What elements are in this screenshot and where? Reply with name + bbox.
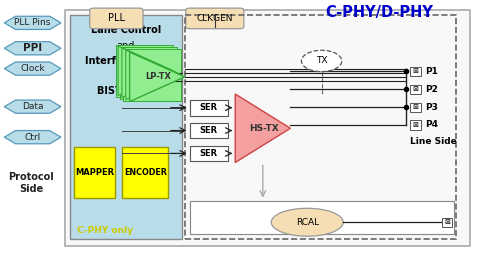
Text: Interface Logic: Interface Logic (85, 56, 167, 66)
Text: P4: P4 (425, 120, 438, 130)
Bar (65, 10, 470, 246)
Text: and: and (117, 71, 135, 81)
Text: ⊠: ⊠ (413, 104, 419, 110)
Text: ⊠: ⊠ (413, 122, 419, 128)
Polygon shape (126, 50, 181, 100)
Polygon shape (4, 42, 61, 55)
Text: C-PHY/D-PHY: C-PHY/D-PHY (325, 5, 433, 20)
Bar (122, 147, 168, 198)
Text: HS-TX: HS-TX (249, 124, 279, 133)
Polygon shape (122, 48, 177, 98)
Bar (190, 123, 228, 138)
Bar (185, 15, 456, 239)
Text: and: and (117, 41, 135, 51)
Bar (410, 67, 421, 76)
Bar (120, 47, 177, 99)
Text: P1: P1 (425, 67, 438, 76)
Text: CLKGEN: CLKGEN (196, 14, 233, 23)
Polygon shape (118, 46, 173, 96)
Text: SER: SER (200, 149, 218, 158)
Text: P2: P2 (425, 85, 438, 94)
Bar (410, 85, 421, 94)
Ellipse shape (271, 208, 343, 236)
Text: Data: Data (22, 102, 43, 111)
Polygon shape (4, 131, 61, 144)
Text: ⊠: ⊠ (413, 86, 419, 92)
Bar (190, 100, 228, 116)
Circle shape (301, 50, 342, 72)
Text: SER: SER (200, 103, 218, 112)
Bar (116, 45, 173, 97)
FancyBboxPatch shape (186, 8, 244, 29)
Polygon shape (4, 100, 61, 113)
Text: ENCODER: ENCODER (124, 168, 167, 177)
Text: MAPPER: MAPPER (75, 168, 114, 177)
FancyBboxPatch shape (90, 8, 143, 29)
Bar (190, 201, 454, 234)
Text: Protocol
Side: Protocol Side (8, 172, 54, 194)
Text: ⊠: ⊠ (413, 68, 419, 74)
Text: C-PHY only: C-PHY only (77, 226, 133, 235)
Bar (442, 218, 452, 227)
Text: PLL: PLL (108, 13, 125, 23)
Bar (70, 15, 182, 239)
Bar (190, 146, 228, 161)
Text: Clock: Clock (20, 64, 45, 73)
Text: SER: SER (200, 126, 218, 135)
Text: Ctrl: Ctrl (24, 133, 41, 142)
Text: Line Side: Line Side (410, 137, 457, 146)
Text: ⊠: ⊠ (444, 219, 450, 225)
Text: LP-TX: LP-TX (145, 72, 171, 81)
Bar (410, 120, 421, 130)
Polygon shape (130, 52, 185, 102)
Text: PLL Pins: PLL Pins (14, 18, 51, 27)
Text: RCAL: RCAL (296, 218, 319, 227)
Bar (410, 103, 421, 112)
Bar (123, 49, 180, 101)
Text: PPI: PPI (23, 43, 42, 53)
Text: BIST Logic: BIST Logic (97, 86, 155, 96)
Polygon shape (4, 16, 61, 29)
Bar (74, 147, 115, 198)
Text: Lane Control: Lane Control (91, 25, 161, 35)
Text: TX: TX (316, 56, 327, 66)
Polygon shape (4, 62, 61, 75)
Text: P3: P3 (425, 103, 438, 112)
Polygon shape (235, 94, 290, 163)
